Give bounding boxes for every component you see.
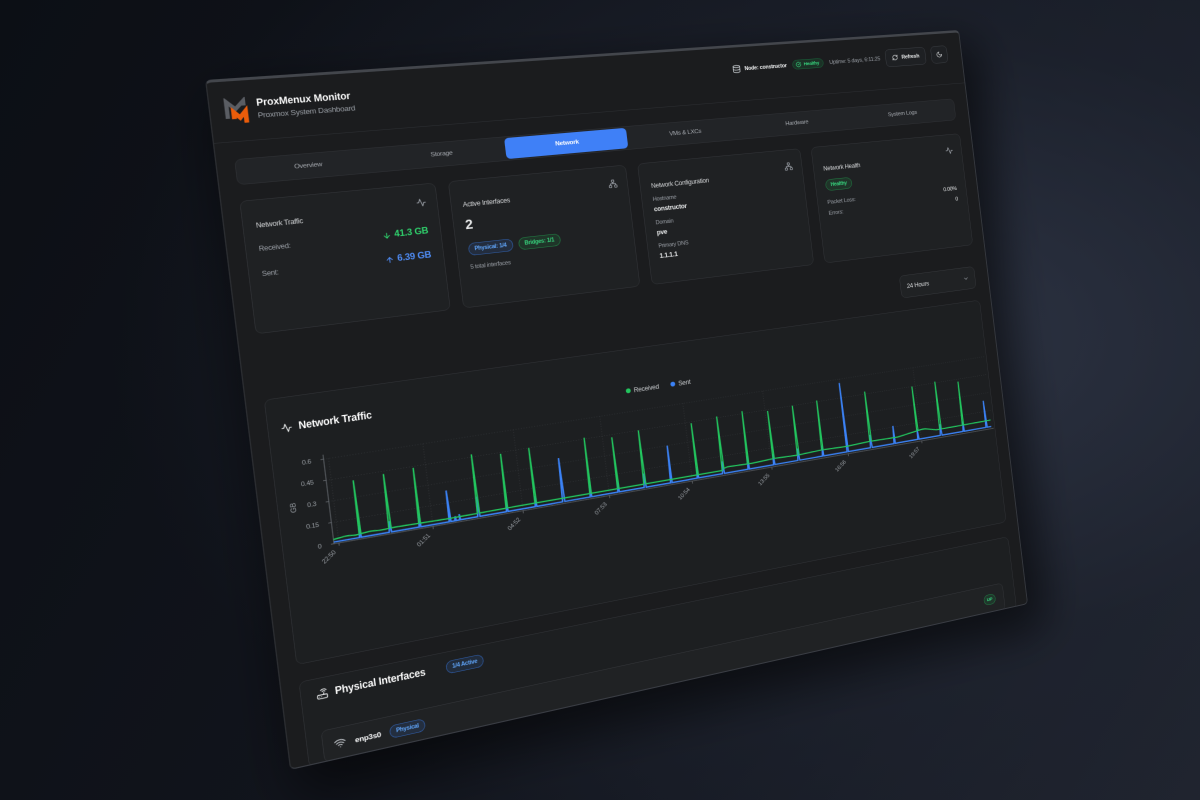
- svg-text:19:57: 19:57: [909, 446, 922, 460]
- svg-text:13:55: 13:55: [758, 473, 772, 487]
- svg-text:10:54: 10:54: [677, 487, 691, 501]
- svg-text:0.45: 0.45: [301, 480, 315, 488]
- svg-text:0.3: 0.3: [307, 501, 317, 509]
- svg-text:01:51: 01:51: [416, 533, 432, 548]
- svg-text:07:53: 07:53: [594, 502, 609, 517]
- svg-text:0.15: 0.15: [306, 522, 320, 531]
- svg-text:0: 0: [318, 544, 323, 551]
- svg-text:0.6: 0.6: [302, 459, 312, 467]
- svg-text:22:50: 22:50: [321, 549, 338, 565]
- svg-text:16:56: 16:56: [834, 459, 847, 473]
- svg-text:GB: GB: [288, 502, 298, 513]
- svg-text:04:52: 04:52: [507, 517, 522, 532]
